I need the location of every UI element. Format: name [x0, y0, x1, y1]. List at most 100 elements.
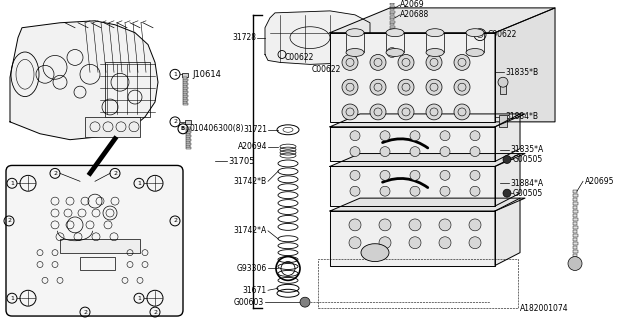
Ellipse shape — [466, 49, 484, 56]
Polygon shape — [330, 211, 495, 266]
Circle shape — [439, 237, 451, 249]
Text: 2: 2 — [153, 309, 157, 315]
Polygon shape — [495, 8, 555, 122]
Circle shape — [426, 104, 442, 120]
Polygon shape — [330, 114, 525, 127]
Circle shape — [469, 219, 481, 231]
Bar — [573, 254, 577, 257]
Bar — [390, 51, 394, 52]
Bar — [183, 97, 187, 99]
Circle shape — [426, 54, 442, 70]
Circle shape — [349, 219, 361, 231]
Circle shape — [409, 219, 421, 231]
Text: G00505: G00505 — [513, 155, 543, 164]
Circle shape — [350, 170, 360, 180]
Bar — [183, 101, 187, 103]
Bar — [573, 210, 577, 213]
Circle shape — [440, 170, 450, 180]
Text: 31671: 31671 — [243, 286, 267, 295]
Text: 31705: 31705 — [228, 157, 255, 166]
Bar — [390, 31, 394, 33]
Text: G00505: G00505 — [513, 189, 543, 198]
Bar — [182, 99, 188, 101]
Bar — [60, 239, 140, 252]
Bar — [186, 127, 191, 129]
Circle shape — [440, 186, 450, 196]
Bar — [573, 202, 577, 205]
Text: 1: 1 — [137, 181, 141, 186]
Circle shape — [440, 147, 450, 156]
Bar — [186, 139, 191, 141]
Bar — [499, 115, 507, 127]
Text: 31884*A: 31884*A — [510, 179, 543, 188]
Text: 1: 1 — [173, 72, 177, 77]
Circle shape — [379, 237, 391, 249]
Bar — [182, 91, 188, 93]
Circle shape — [342, 54, 358, 70]
Bar — [182, 103, 188, 105]
Text: G00603: G00603 — [234, 298, 264, 307]
Polygon shape — [330, 8, 555, 33]
Text: 010406300(8): 010406300(8) — [190, 124, 244, 133]
Text: 31835*A: 31835*A — [510, 145, 543, 154]
Bar — [390, 33, 394, 35]
Bar — [186, 135, 191, 137]
Circle shape — [370, 104, 386, 120]
Bar — [85, 117, 140, 137]
Text: J10614: J10614 — [192, 70, 221, 79]
Ellipse shape — [466, 29, 484, 37]
Bar — [183, 93, 187, 95]
Circle shape — [342, 104, 358, 120]
Circle shape — [380, 186, 390, 196]
Polygon shape — [495, 154, 520, 206]
Circle shape — [503, 156, 511, 164]
Circle shape — [380, 170, 390, 180]
Circle shape — [470, 170, 480, 180]
Text: C00622: C00622 — [488, 30, 517, 39]
Polygon shape — [10, 21, 158, 140]
Bar — [186, 143, 191, 145]
Bar — [182, 87, 188, 89]
Bar — [186, 145, 189, 147]
Text: B: B — [181, 126, 185, 131]
Bar — [390, 4, 394, 5]
Bar — [573, 258, 577, 260]
Polygon shape — [330, 127, 495, 162]
Bar — [390, 36, 394, 38]
FancyBboxPatch shape — [6, 165, 183, 316]
Circle shape — [410, 170, 420, 180]
Circle shape — [410, 147, 420, 156]
Ellipse shape — [426, 49, 444, 56]
Bar — [390, 23, 394, 25]
Bar — [80, 257, 115, 270]
Text: 1: 1 — [10, 181, 14, 186]
Ellipse shape — [346, 49, 364, 56]
Bar — [573, 234, 577, 237]
Bar — [573, 206, 577, 209]
Circle shape — [379, 219, 391, 231]
Bar — [183, 89, 187, 91]
Text: 2: 2 — [173, 219, 177, 223]
Bar — [182, 95, 188, 97]
Bar — [390, 21, 394, 23]
Circle shape — [398, 54, 414, 70]
Text: 31835*B: 31835*B — [505, 68, 538, 77]
Circle shape — [503, 189, 511, 197]
Bar — [573, 246, 577, 249]
Bar — [182, 79, 188, 81]
Bar — [185, 120, 191, 124]
Bar — [573, 190, 577, 193]
Text: A2069: A2069 — [400, 0, 424, 10]
Bar — [186, 131, 191, 133]
Circle shape — [439, 219, 451, 231]
Text: 2: 2 — [113, 171, 117, 176]
Circle shape — [568, 257, 582, 270]
Circle shape — [380, 147, 390, 156]
Text: A20694: A20694 — [237, 142, 267, 151]
Bar — [183, 85, 187, 87]
Bar — [390, 0, 394, 1]
Circle shape — [470, 131, 480, 141]
Ellipse shape — [361, 244, 389, 261]
Bar — [390, 28, 394, 30]
Circle shape — [454, 54, 470, 70]
